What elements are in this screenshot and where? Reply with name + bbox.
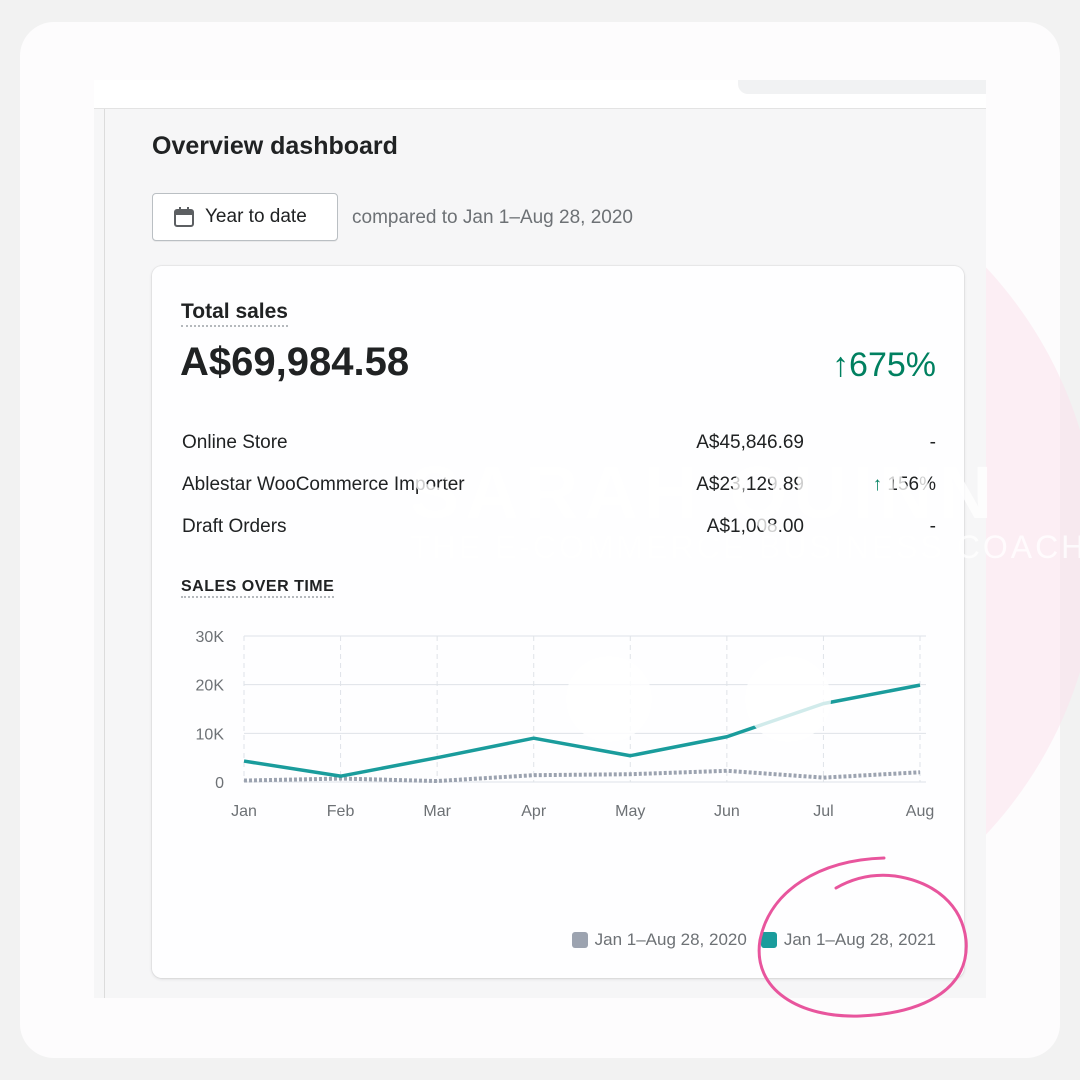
sales-over-time-label[interactable]: SALES OVER TIME [181, 578, 335, 598]
channel-name: Online Store [182, 432, 288, 453]
y-tick-label: 20K [196, 678, 225, 695]
channel-amount: A$23,129.89 [696, 474, 804, 495]
x-tick-label: Mar [423, 803, 451, 820]
breakdown-row: Ablestar WooCommerce Importer A$23,129.8… [182, 468, 936, 510]
top-bar [94, 80, 986, 109]
x-tick-label: Jul [813, 803, 833, 820]
x-tick-label: Jan [231, 803, 257, 820]
sidebar-divider [104, 109, 105, 998]
chart-legend: Jan 1–Aug 28, 2020 Jan 1–Aug 28, 2021 [558, 930, 936, 950]
calendar-icon [174, 207, 194, 227]
y-tick-label: 30K [196, 629, 225, 646]
x-tick-label: Aug [906, 803, 934, 820]
series-line-1 [243, 768, 921, 784]
y-tick-label: 10K [196, 726, 225, 743]
sales-over-time-chart: 30K 20K 10K 0 Jan Feb Mar Apr May Jun Jul Aug [196, 629, 935, 820]
watermark-dot [566, 656, 652, 742]
breakdown-row: Online Store A$45,846.69 - [182, 426, 936, 468]
x-tick-label: May [615, 803, 645, 820]
legend-label: Jan 1–Aug 28, 2021 [783, 930, 936, 949]
date-range-button[interactable]: Year to date [152, 193, 338, 241]
page-title: Overview dashboard [152, 132, 398, 160]
x-tick-label: Jun [714, 803, 740, 820]
legend-swatch [760, 932, 777, 948]
comparison-text: compared to Jan 1–Aug 28, 2020 [352, 207, 633, 228]
x-tick-label: Feb [327, 803, 355, 820]
legend-item[interactable]: Jan 1–Aug 28, 2021 [760, 930, 936, 950]
breakdown-row: Draft Orders A$1,008.00 - [182, 510, 936, 552]
date-range-label: Year to date [205, 206, 307, 227]
total-sales-card: Total sales A$69,984.58 ↑675% Online Sto… [152, 266, 964, 978]
watermark-dot [745, 656, 831, 742]
channel-change-value: 156% [887, 474, 936, 495]
channel-name: Draft Orders [182, 516, 287, 537]
total-sales-change: ↑675% [832, 346, 936, 385]
sales-breakdown: Online Store A$45,846.69 - Ablestar WooC… [182, 426, 936, 552]
y-tick-label: 0 [215, 775, 224, 792]
legend-item[interactable]: Jan 1–Aug 28, 2020 [571, 930, 747, 950]
total-sales-change-value: 675% [849, 346, 936, 384]
channel-change: - [929, 432, 936, 453]
legend-label: Jan 1–Aug 28, 2020 [594, 930, 747, 949]
channel-amount: A$1,008.00 [706, 516, 804, 537]
legend-swatch [571, 932, 588, 948]
arrow-up-icon: ↑ [872, 474, 888, 495]
search-bar[interactable] [738, 80, 986, 94]
arrow-up-icon: ↑ [832, 346, 850, 384]
channel-name: Ablestar WooCommerce Importer [182, 474, 465, 495]
total-sales-title[interactable]: Total sales [181, 300, 288, 327]
admin-app: Overview dashboard Year to date compared… [94, 80, 986, 998]
channel-change: - [929, 516, 936, 537]
channel-change: ↑ 156% [873, 474, 936, 496]
total-sales-value: A$69,984.58 [180, 340, 410, 384]
x-tick-label: Apr [521, 803, 547, 820]
channel-amount: A$45,846.69 [696, 432, 804, 453]
